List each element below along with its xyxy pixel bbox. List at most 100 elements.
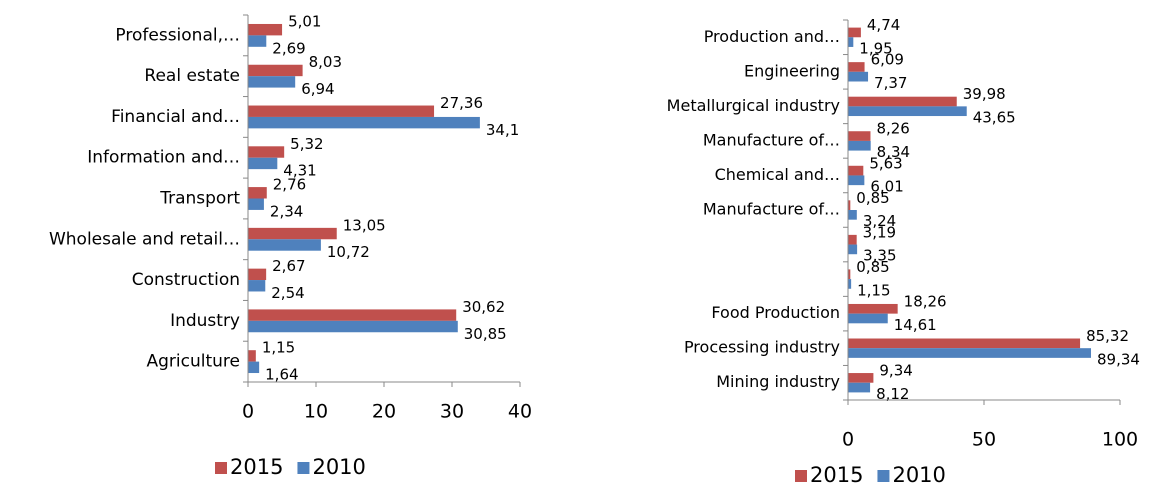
x-tick-label: 40 <box>508 401 532 423</box>
x-tick-label: 50 <box>972 429 996 451</box>
value-label: 1,64 <box>265 366 298 384</box>
legend-label: 2010 <box>312 455 365 479</box>
x-tick-label: 30 <box>440 401 464 423</box>
legend-swatch <box>297 462 310 474</box>
category-label: Construction <box>132 270 240 290</box>
value-label: 8,03 <box>309 53 342 71</box>
category-label: Metallurgical industry <box>667 96 840 115</box>
category-label: Mining industry <box>716 372 840 391</box>
bar <box>248 268 267 281</box>
value-label: 1,15 <box>857 281 890 299</box>
category-label: Processing industry <box>684 338 840 357</box>
value-label: 2,69 <box>272 39 305 57</box>
bar <box>848 62 865 72</box>
value-label: 18,26 <box>904 292 947 310</box>
value-label: 6,01 <box>870 178 903 196</box>
value-label: 10,72 <box>327 243 370 261</box>
value-label: 0,85 <box>856 258 889 276</box>
bar <box>848 175 865 186</box>
bar <box>848 234 857 245</box>
category-label: Manufacture of… <box>703 130 840 149</box>
bar <box>248 105 435 117</box>
value-label: 5,32 <box>290 135 323 153</box>
bar <box>848 27 861 38</box>
bar <box>248 23 283 36</box>
category-label: Information and… <box>87 148 240 168</box>
legend-swatch <box>215 462 227 474</box>
value-label: 5,63 <box>869 154 902 172</box>
bar <box>848 210 857 220</box>
bar <box>848 313 888 324</box>
bar <box>248 64 303 77</box>
legend-label: 2015 <box>810 463 863 487</box>
legend-label: 2010 <box>892 463 945 487</box>
value-label: 13,05 <box>343 216 386 234</box>
category-label: Wholesale and retail… <box>49 229 240 249</box>
value-label: 2,76 <box>273 176 306 194</box>
category-label: Manufacture of… <box>703 200 840 219</box>
category-label: Transport <box>159 189 240 209</box>
bar <box>248 239 321 251</box>
bar <box>848 244 858 255</box>
bar <box>248 198 264 210</box>
bar <box>848 71 869 82</box>
x-tick-label: 20 <box>372 401 396 423</box>
bar <box>848 165 864 176</box>
value-label: 8,26 <box>876 120 909 138</box>
value-label: 2,67 <box>272 257 305 275</box>
value-label: 4,31 <box>283 162 316 180</box>
value-label: 9,34 <box>879 362 912 380</box>
value-label: 6,94 <box>301 80 334 98</box>
x-tick-label: 10 <box>304 401 328 423</box>
value-label: 1,15 <box>262 339 295 357</box>
value-label: 2,34 <box>270 202 303 220</box>
category-label: Real estate <box>144 66 240 86</box>
value-label: 0,85 <box>856 189 889 207</box>
value-label: 7,37 <box>874 74 907 92</box>
value-label: 30,62 <box>462 298 505 316</box>
bar <box>248 280 266 292</box>
bar <box>848 37 854 47</box>
value-label: 89,34 <box>1097 350 1140 368</box>
legend-swatch <box>795 470 807 482</box>
value-label: 34,1 <box>486 121 519 139</box>
value-label: 8,12 <box>876 385 909 403</box>
category-label: Production and… <box>704 27 840 46</box>
bar <box>848 106 967 117</box>
bar <box>848 382 871 393</box>
category-label: Agriculture <box>147 352 241 372</box>
value-label: 3,19 <box>863 223 896 241</box>
value-label: 30,85 <box>464 325 507 343</box>
x-tick-label: 100 <box>1102 429 1138 451</box>
value-label: 3,24 <box>863 212 896 230</box>
value-label: 8,34 <box>877 143 910 161</box>
bar <box>248 350 256 362</box>
bar <box>848 279 852 289</box>
value-label: 27,36 <box>440 94 483 112</box>
bar <box>848 200 851 210</box>
category-label: Chemical and… <box>715 165 840 184</box>
value-label: 39,98 <box>963 85 1006 103</box>
value-label: 5,01 <box>288 12 321 30</box>
category-label: Food Production <box>711 303 840 322</box>
bar <box>848 269 851 280</box>
category-label: Professional,… <box>115 25 240 45</box>
category-label: Engineering <box>744 61 840 80</box>
x-tick-label: 0 <box>242 401 254 423</box>
bar <box>248 76 296 88</box>
bar <box>248 320 458 333</box>
bar <box>848 96 957 107</box>
bar <box>848 373 874 383</box>
bar <box>248 157 278 170</box>
bar <box>848 303 898 314</box>
bar <box>248 187 267 199</box>
value-label: 2,54 <box>271 284 304 302</box>
bar <box>248 309 457 321</box>
bar <box>848 140 871 151</box>
bar <box>248 35 267 47</box>
category-label: Industry <box>170 311 240 331</box>
bar <box>848 348 1092 358</box>
bar <box>848 338 1081 349</box>
category-label: Financial and… <box>111 107 240 127</box>
